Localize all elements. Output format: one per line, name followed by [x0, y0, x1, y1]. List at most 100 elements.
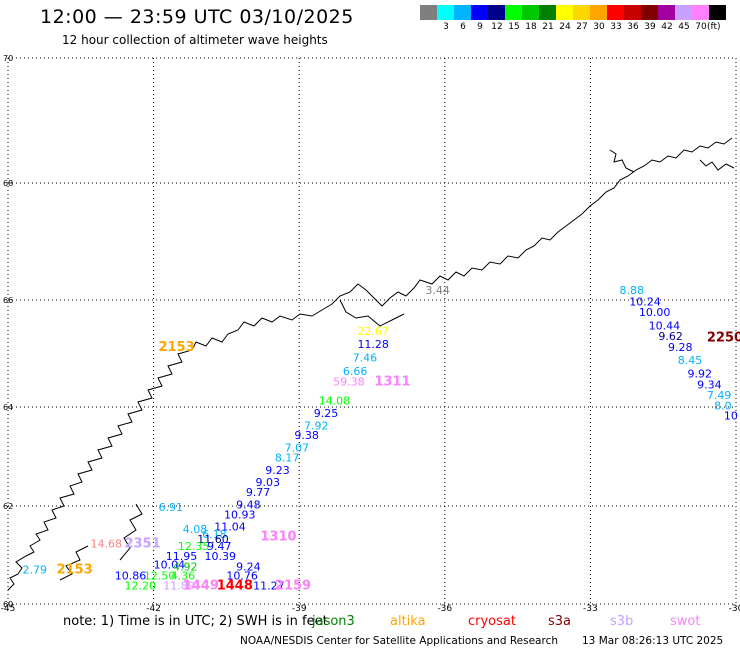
swh-value-label: 6.91	[158, 501, 183, 514]
coastline-detail	[59, 149, 735, 581]
swh-value-label: 10	[724, 409, 738, 422]
swh-value-label: 7.49	[707, 389, 732, 402]
swh-value-label: 7.07	[285, 442, 310, 455]
swh-value-label: 12.35	[178, 540, 210, 553]
lon-tick-label: -39	[292, 604, 307, 612]
swh-value-label: 10.24	[629, 295, 661, 308]
legend-tick-label: 18	[525, 22, 537, 32]
credit-line: NOAA/NESDIS Center for Satellite Applica…	[240, 635, 558, 647]
legend-tick-label: 6	[460, 22, 466, 32]
swh-value-label: 8.0	[714, 399, 732, 412]
lon-tick-label: -36	[437, 604, 452, 612]
swh-value-label: 12.20	[124, 579, 156, 592]
swh-value-label: 10.04	[154, 559, 186, 572]
swh-value-label: 10.76	[226, 570, 258, 583]
legend-swatch	[709, 5, 726, 20]
swh-value-label: 6.66	[343, 365, 368, 378]
graticule: -45 -42 -39 -36 -33 -30 70 68 66 64 62 60	[1, 54, 740, 612]
footer-note: note: 1) Time is in UTC; 2) SWH is in fe…	[63, 614, 328, 629]
legend-tick-label: 12	[491, 22, 503, 32]
swh-value-label: 9.25	[314, 407, 339, 420]
legend-tick-label: 27	[576, 22, 588, 32]
legend-tick-label: 45	[678, 22, 690, 32]
swh-value-label: 8.88	[620, 284, 645, 297]
swh-value-label: 9.48	[236, 498, 261, 511]
coastline-path	[7, 137, 733, 591]
legend-tick-label: 33	[610, 22, 622, 32]
mission-altika: altika	[390, 614, 426, 629]
lon-tick-label: -45	[1, 604, 16, 612]
lat-tick-label: 60	[3, 600, 13, 609]
legend-swatch	[488, 5, 505, 20]
mission-jason3: jason3	[312, 614, 355, 629]
mission-cryosat: cryosat	[468, 614, 516, 629]
swh-value-label: 9.34	[697, 378, 722, 391]
map-title: 12:00 — 23:59 UTC 03/10/2025	[40, 6, 354, 28]
swh-value-label: 4.08	[183, 523, 208, 536]
swh-value-label: 4.36	[171, 570, 196, 583]
legend-tick-label: 30	[593, 22, 605, 32]
swh-value-label: 9.38	[294, 429, 319, 442]
swh-value-label: 9.23	[265, 464, 290, 477]
lat-tick-label: 68	[3, 179, 13, 188]
legend-tick-label: 70	[695, 22, 707, 32]
legend-swatch	[573, 5, 590, 20]
lat-tick-label: 64	[3, 403, 13, 412]
legend-tick-label: 24	[559, 22, 571, 32]
legend-tick-label: 21	[542, 22, 554, 32]
legend-swatch	[556, 5, 573, 20]
swh-value-label: 8.45	[678, 354, 703, 367]
legend-swatch	[522, 5, 539, 20]
legend-unit: (ft)	[707, 22, 721, 32]
legend-swatch	[590, 5, 607, 20]
legend-swatch	[420, 5, 437, 20]
swh-value-label: 7.92	[304, 419, 329, 432]
pass-time-label: 2153	[158, 340, 194, 355]
swh-value-label: 11.60	[197, 533, 229, 546]
legend-swatch	[641, 5, 658, 20]
swh-value-label: 10.39	[205, 550, 237, 563]
swh-value-label: 59.38	[333, 376, 365, 389]
swh-value-label: 11.04	[214, 521, 246, 534]
swh-value-label: 10.00	[639, 306, 671, 319]
generated-timestamp: 13 Mar 08:26:13 UTC 2025	[582, 635, 724, 647]
swh-value-label: 11.27	[253, 579, 284, 592]
legend-swatch	[658, 5, 675, 20]
pass-time-label: 2250	[707, 331, 740, 346]
pass-time-label: 2351	[124, 537, 160, 552]
swh-value-label: 10.86	[115, 570, 147, 583]
legend-swatch	[624, 5, 641, 20]
legend-swatch	[454, 5, 471, 20]
legend-swatch	[471, 5, 488, 20]
lat-tick-label: 62	[3, 502, 13, 511]
swh-value-label: 10.44	[649, 319, 681, 332]
pass-time-label: 2159	[275, 578, 311, 593]
legend-swatch	[437, 5, 454, 20]
pass-time-label: 1311	[374, 375, 410, 390]
swh-value-label: 3.44	[425, 284, 450, 297]
swh-value-label: 22.67	[357, 325, 389, 338]
swh-value-label: 4.92	[173, 561, 198, 574]
pass-time-label: 2153	[57, 563, 93, 578]
pass-time-label: 1449	[183, 578, 219, 593]
swh-value-label: 14.68	[91, 538, 123, 551]
greenland-coastline	[7, 137, 735, 591]
wave-height-map: -45 -42 -39 -36 -33 -30 70 68 66 64 62 60 8.8810.24…	[1, 54, 740, 612]
lon-tick-label: -42	[146, 604, 161, 612]
legend-tick-label: 15	[508, 22, 520, 32]
lon-tick-label: -33	[583, 604, 598, 612]
legend-tick-label: 42	[661, 22, 673, 32]
mission-swot: swot	[670, 614, 701, 629]
mission-s3b: s3b	[610, 614, 634, 629]
legend-tick-label: 39	[644, 22, 656, 32]
swh-value-label: 2.79	[23, 564, 47, 577]
swh-value-label: 10.93	[224, 508, 256, 521]
mission-s3a: s3a	[548, 614, 572, 629]
swh-value-label: 11.89	[163, 579, 195, 592]
map-subtitle: 12 hour collection of altimeter wave hei…	[62, 33, 328, 47]
pass-time-label: 1310	[260, 529, 296, 544]
swh-value-label: 7.46	[353, 352, 378, 365]
swh-value-label: 12.50	[144, 570, 176, 583]
legend-swatch	[505, 5, 522, 20]
